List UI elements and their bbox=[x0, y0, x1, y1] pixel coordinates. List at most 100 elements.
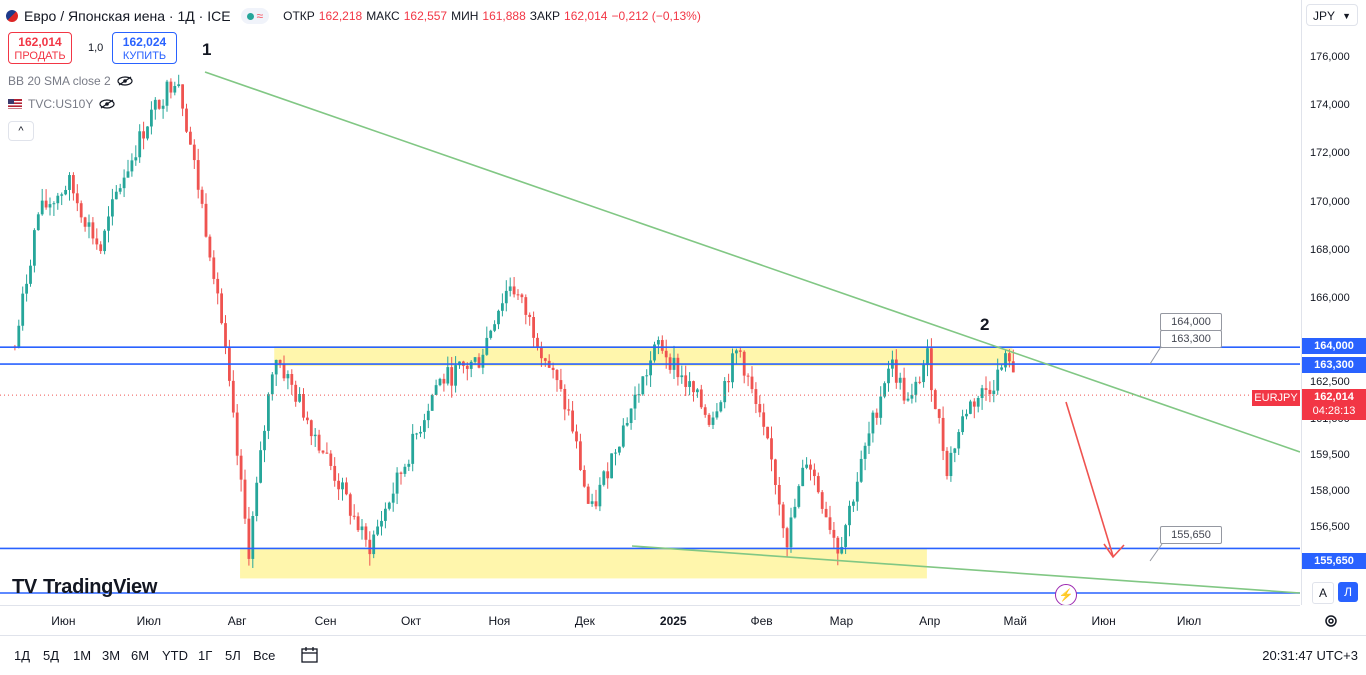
candle-body bbox=[855, 481, 859, 502]
timeframe-button[interactable]: 5Л bbox=[225, 648, 241, 663]
callout-connector bbox=[1149, 543, 1163, 562]
candle-body bbox=[602, 471, 606, 485]
candle-body bbox=[177, 84, 181, 87]
point-2-label: 2 bbox=[980, 315, 990, 334]
buy-button[interactable]: 162,024 КУПИТЬ bbox=[112, 32, 177, 64]
candle-body bbox=[781, 504, 785, 529]
currency-select[interactable]: JPY ▼ bbox=[1306, 4, 1358, 26]
candle-body bbox=[126, 171, 130, 178]
candle-body bbox=[493, 324, 496, 331]
events-bolt-icon[interactable]: ⚡ bbox=[1055, 584, 1077, 606]
candle-body bbox=[988, 389, 992, 395]
candle-body bbox=[610, 453, 613, 479]
callout-163[interactable]: 163,300 bbox=[1160, 330, 1222, 348]
candle-body bbox=[879, 396, 883, 418]
level-155-tag: 155,650 bbox=[1302, 553, 1366, 569]
candle-body bbox=[894, 359, 898, 383]
candle-body bbox=[805, 464, 808, 468]
candle-body bbox=[438, 378, 442, 386]
candle-body bbox=[512, 286, 516, 295]
timeframe-button[interactable]: 3М bbox=[102, 648, 121, 663]
candle-body bbox=[17, 325, 21, 348]
candle-body bbox=[699, 389, 703, 408]
time-axis[interactable]: Июн Июл Авг Сен Окт Ноя Дек 2025 Фев Мар Апр Май Июн… bbox=[0, 605, 1300, 636]
candle-body bbox=[56, 195, 60, 204]
candle-body bbox=[192, 144, 196, 161]
log-scale-button[interactable]: Л bbox=[1338, 582, 1358, 602]
clock-readout[interactable]: 20:31:47 UTC+3 bbox=[1262, 648, 1358, 663]
settings-gear-icon[interactable] bbox=[1322, 612, 1340, 630]
candle-body bbox=[208, 236, 212, 258]
price-chart[interactable] bbox=[0, 0, 1300, 605]
price-tick-label: 174,000 bbox=[1310, 99, 1350, 112]
time-tick-label: Июл bbox=[1176, 614, 1202, 628]
us-flag-icon bbox=[8, 99, 22, 109]
candle-body bbox=[715, 411, 719, 418]
support-zone bbox=[240, 548, 927, 579]
buy-price: 162,024 bbox=[122, 35, 167, 49]
candle-body bbox=[1004, 353, 1007, 368]
price-tick-label: 166,000 bbox=[1310, 292, 1350, 304]
indicator-bollinger[interactable]: BB 20 SMA close 2 bbox=[8, 74, 133, 88]
candle-body bbox=[711, 417, 715, 425]
candle-body bbox=[832, 529, 836, 538]
auto-scale-button[interactable]: A bbox=[1312, 582, 1334, 604]
lower-trendline bbox=[631, 545, 1300, 594]
indicator-bb-label: BB 20 SMA close 2 bbox=[8, 74, 111, 88]
candle-body bbox=[528, 314, 532, 318]
symbol-flag-icon bbox=[6, 10, 18, 22]
hidden-eye-icon[interactable] bbox=[99, 99, 115, 109]
price-axis[interactable]: JPY ▼ 176,000 174,000 172,000 170,000 168,00… bbox=[1301, 0, 1366, 605]
timeframe-button[interactable]: Все bbox=[253, 648, 276, 663]
candle-body bbox=[107, 216, 110, 231]
indicator-compare[interactable]: TVC:US10Y bbox=[8, 97, 115, 111]
timeframe-button[interactable]: 6М bbox=[131, 648, 150, 663]
candle-body bbox=[813, 469, 816, 477]
candle-body bbox=[399, 472, 403, 474]
candle-body bbox=[937, 409, 941, 418]
candle-body bbox=[270, 374, 274, 395]
time-tick-label: Апр bbox=[919, 614, 941, 628]
callout-164[interactable]: 164,000 bbox=[1160, 313, 1222, 331]
candle-body bbox=[953, 448, 957, 453]
collapse-legend-button[interactable]: ^ bbox=[8, 121, 34, 141]
candle-body bbox=[567, 409, 571, 411]
candle-body bbox=[551, 367, 555, 371]
candle-body bbox=[29, 265, 32, 284]
candle-body bbox=[173, 86, 177, 93]
candle-body bbox=[918, 381, 922, 383]
symbol-title[interactable]: Евро / Японская иена · 1Д · ICE bbox=[24, 8, 231, 24]
candle-body bbox=[79, 203, 83, 218]
candle-body bbox=[235, 412, 239, 456]
candle-body bbox=[286, 374, 290, 379]
point-1-label: 1 bbox=[202, 40, 212, 59]
candle-body bbox=[72, 175, 75, 194]
tradingview-logo[interactable]: TV TradingView bbox=[12, 576, 157, 599]
candle-body bbox=[625, 423, 629, 426]
candle-body bbox=[411, 433, 415, 464]
timeframe-button[interactable]: YTD bbox=[162, 648, 188, 663]
candle-body bbox=[887, 368, 890, 384]
callout-155[interactable]: 155,650 bbox=[1160, 526, 1222, 544]
market-status[interactable]: ≈ bbox=[240, 8, 270, 24]
sell-button[interactable]: 162,014 ПРОДАТЬ bbox=[8, 32, 72, 64]
candle-body bbox=[902, 377, 906, 401]
candle-body bbox=[621, 425, 625, 447]
candle-body bbox=[820, 492, 824, 509]
timeframe-button[interactable]: 5Д bbox=[43, 648, 60, 663]
candle-body bbox=[434, 385, 438, 395]
candle-body bbox=[641, 376, 645, 395]
candle-body bbox=[364, 526, 368, 540]
hidden-eye-icon[interactable] bbox=[117, 76, 133, 86]
candle-body bbox=[922, 364, 925, 383]
timeframe-button[interactable]: 1Д bbox=[14, 648, 31, 663]
candle-body bbox=[972, 401, 976, 407]
candle-body bbox=[387, 502, 391, 509]
timeframe-button[interactable]: 1М bbox=[73, 648, 92, 663]
date-range-icon[interactable] bbox=[300, 646, 320, 664]
candle-body bbox=[992, 390, 996, 395]
timeframe-button[interactable]: 1Г bbox=[198, 648, 213, 663]
candle-body bbox=[614, 452, 617, 454]
candle-body bbox=[290, 374, 294, 385]
candle-body bbox=[945, 450, 949, 477]
